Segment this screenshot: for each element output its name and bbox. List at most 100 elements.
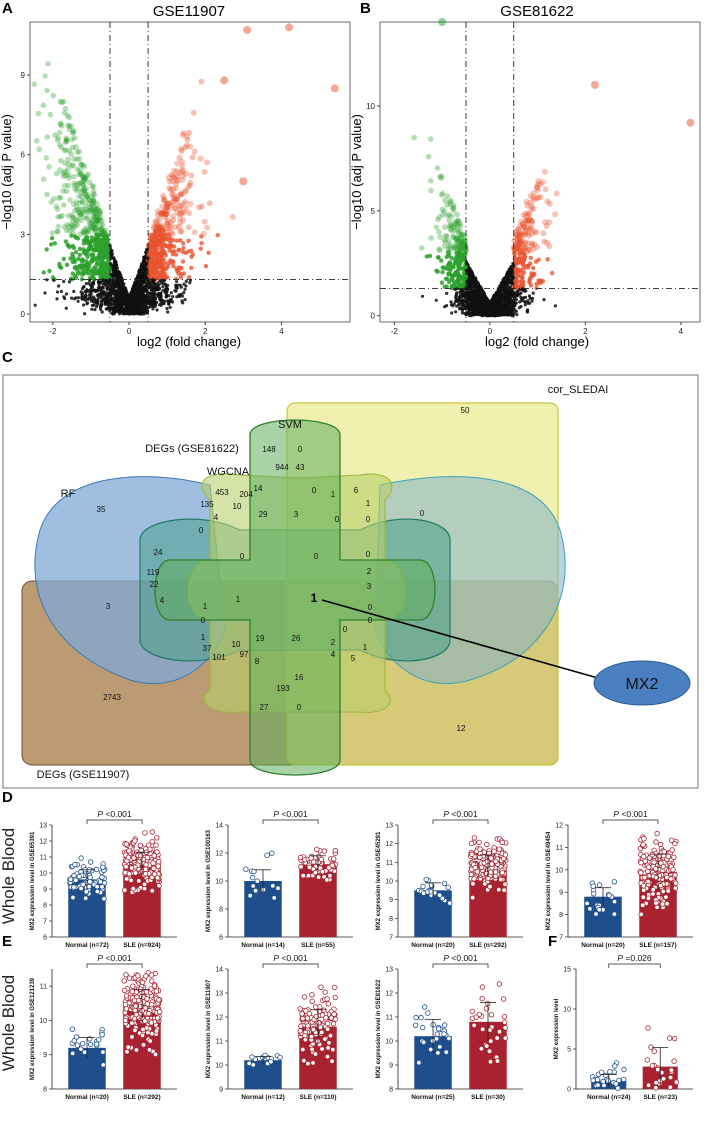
volcano-point	[172, 181, 179, 188]
volcano-point	[137, 274, 141, 278]
volcano-point	[84, 214, 91, 221]
volcano-point	[515, 226, 522, 233]
volcano-point	[457, 231, 464, 238]
volcano-point	[174, 209, 181, 216]
volcano-point	[476, 296, 480, 300]
volcano-point	[100, 310, 104, 314]
y-tick-label: 13	[39, 823, 47, 830]
volcano-point	[78, 172, 85, 178]
volcano-point	[95, 205, 101, 212]
volcano-point	[162, 211, 169, 218]
volcano-point	[514, 237, 521, 244]
volcano-point	[92, 300, 96, 304]
volcano-point	[546, 200, 553, 207]
volcano-point	[138, 284, 142, 288]
volcano-point	[524, 202, 531, 209]
volcano-point	[160, 227, 167, 234]
volcano-point	[436, 229, 442, 235]
volcano-point	[72, 265, 78, 270]
volcano-point	[142, 259, 146, 263]
volcano-point	[189, 265, 194, 270]
volcano-point	[451, 220, 458, 227]
volcano-point	[534, 181, 541, 188]
volcano-point	[473, 296, 477, 300]
volcano-point	[115, 266, 119, 270]
y-tick-label: 6	[43, 935, 47, 942]
volcano-point	[82, 303, 86, 307]
volcano-point	[158, 297, 162, 301]
volcano-point	[527, 199, 534, 206]
volcano-point	[93, 221, 99, 227]
volcano-point	[528, 242, 535, 249]
volcano-point	[100, 285, 105, 289]
volcano-point	[87, 220, 93, 227]
volcano-point	[68, 256, 73, 261]
volcano-point	[452, 302, 456, 306]
volcano-point	[524, 300, 528, 304]
volcano-point	[172, 205, 179, 212]
volcano-point	[80, 187, 86, 193]
volcano-point	[81, 178, 88, 184]
volcano-point	[152, 219, 159, 225]
volcano-point	[72, 182, 78, 189]
volcano-b-ylabel: −log10 (adj P value)	[349, 114, 364, 230]
volcano-point	[171, 167, 178, 174]
x-tick-label: 2	[203, 327, 208, 336]
volcano-point	[438, 173, 445, 179]
volcano-point	[163, 271, 168, 277]
volcano-point	[473, 308, 477, 312]
volcano-point	[161, 208, 168, 215]
volcano-point	[83, 229, 89, 235]
volcano-point	[544, 198, 551, 205]
volcano-point	[96, 217, 102, 223]
volcano-point	[90, 213, 97, 220]
volcano-point	[168, 224, 175, 231]
volcano-point	[76, 296, 81, 300]
volcano-point	[89, 219, 95, 225]
volcano-point	[131, 311, 135, 315]
venn-region-count: 16	[295, 673, 304, 682]
volcano-point	[489, 305, 494, 309]
volcano-point	[57, 120, 64, 126]
volcano-point	[78, 217, 84, 224]
volcano-point	[165, 222, 172, 229]
volcano-point	[161, 211, 168, 217]
volcano-point	[70, 214, 77, 221]
volcano-point	[81, 229, 87, 236]
volcano-point	[183, 142, 190, 149]
venn-region-count: 14	[254, 484, 263, 493]
volcano-point	[65, 172, 72, 178]
volcano-point	[153, 301, 157, 305]
volcano-point	[54, 170, 60, 177]
volcano-point	[176, 267, 182, 273]
volcano-point	[85, 228, 92, 235]
volcano-point	[472, 299, 476, 304]
volcano-point	[174, 193, 181, 200]
panel-label-c: C	[2, 349, 13, 366]
volcano-point	[446, 249, 452, 256]
venn-region-count: 26	[292, 634, 301, 643]
volcano-point	[85, 208, 91, 214]
volcano-point	[450, 234, 457, 241]
x-tick-label: 0	[127, 327, 132, 336]
volcano-point	[454, 299, 458, 303]
volcano-point	[137, 293, 141, 297]
volcano-point	[35, 110, 42, 117]
volcano-point	[102, 265, 108, 271]
venn-region-count: 0	[312, 486, 317, 495]
volcano-point	[99, 242, 104, 248]
volcano-point	[48, 199, 54, 205]
volcano-point	[135, 286, 139, 290]
volcano-point	[540, 230, 547, 237]
volcano-point	[169, 173, 176, 179]
volcano-point	[186, 210, 193, 217]
volcano-point	[159, 223, 166, 230]
volcano-point	[528, 203, 535, 209]
volcano-point	[70, 243, 76, 249]
volcano-point	[43, 155, 50, 161]
volcano-point	[60, 173, 67, 179]
volcano-point	[147, 295, 151, 299]
volcano-point	[85, 171, 91, 178]
volcano-point	[90, 208, 96, 215]
volcano-point	[513, 271, 519, 276]
